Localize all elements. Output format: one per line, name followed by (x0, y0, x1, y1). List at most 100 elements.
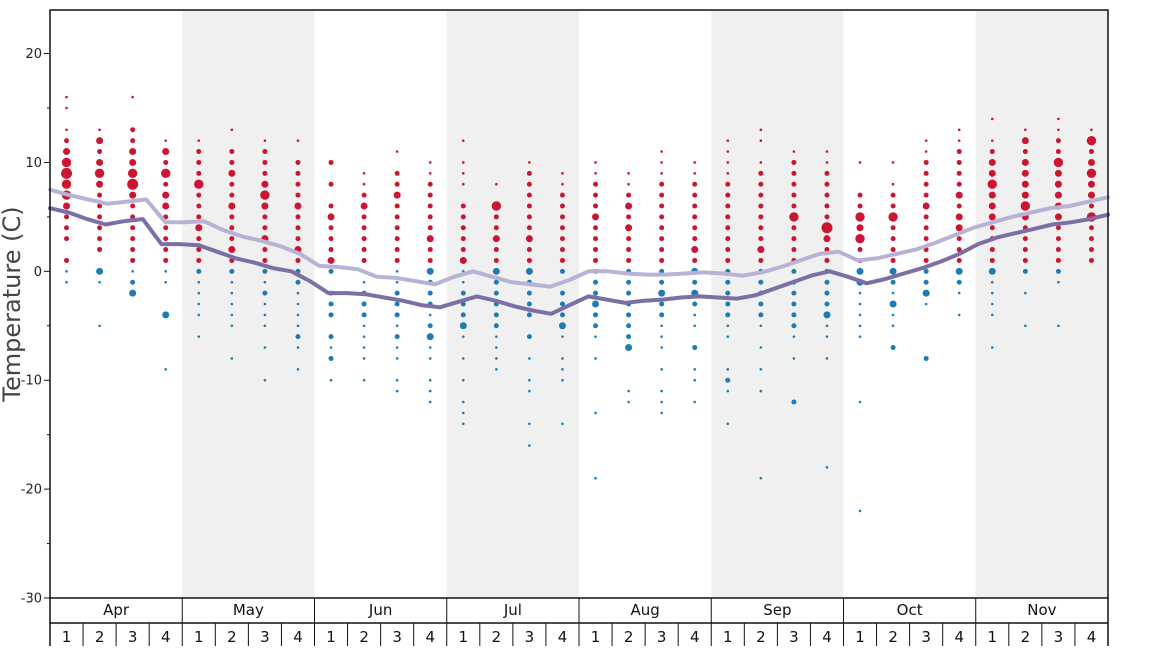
temperature-dot (659, 192, 665, 198)
temperature-dot (956, 181, 962, 187)
week-label: 3 (392, 628, 402, 646)
temperature-dot (295, 279, 301, 285)
avg-min-temperature-line (48, 206, 1110, 316)
temperature-dot (890, 236, 896, 242)
temperature-dot (692, 301, 698, 307)
temperature-dot (890, 203, 896, 209)
temperature-dot (692, 236, 698, 242)
temperature-dot (360, 202, 368, 210)
week-label: 4 (690, 628, 700, 646)
temperature-dot (660, 324, 663, 328)
temperature-dot (789, 212, 799, 222)
temperature-dot (295, 257, 301, 263)
temperature-dot (94, 168, 105, 179)
temperature-dot (625, 202, 633, 210)
temperature-dot (296, 368, 300, 371)
temperature-dot (659, 301, 665, 307)
temperature-dot (394, 214, 400, 220)
temperature-dot (989, 149, 995, 155)
temperature-dot (1022, 247, 1028, 253)
temperature-dot (229, 192, 235, 198)
temperature-dot (493, 225, 499, 231)
temperature-dot (626, 334, 632, 340)
temperature-dot (1090, 128, 1093, 132)
temperature-dot (296, 139, 300, 142)
temperature-dot (196, 203, 202, 209)
month-label: Apr (103, 601, 130, 619)
y-tick-label: -30 (21, 592, 42, 607)
temperature-dot (987, 179, 997, 189)
temperature-dot (858, 291, 862, 295)
temperature-dot (791, 290, 797, 296)
temperature-dot (361, 312, 367, 318)
temperature-dot (891, 313, 895, 317)
temperature-dot (758, 225, 764, 231)
temperature-dot (1021, 169, 1029, 177)
temperature-dot (493, 279, 499, 285)
temperature-dot (759, 368, 763, 371)
temperature-dot (660, 346, 663, 349)
temperature-dot (427, 257, 433, 263)
temperature-dot (65, 270, 68, 273)
temperature-dot (230, 357, 234, 360)
temperature-dot (394, 312, 400, 318)
y-tick-label: 10 (25, 156, 42, 171)
temperature-dot (888, 212, 898, 222)
temperature-dot (957, 313, 961, 317)
temperature-dot (492, 235, 500, 243)
temperature-dot (460, 225, 466, 231)
temperature-dot (329, 378, 333, 382)
temperature-dot (989, 247, 995, 253)
temperature-dot (262, 247, 268, 253)
temperature-dot (824, 290, 830, 296)
y-tick-label: 0 (34, 265, 42, 280)
temperature-dot (63, 202, 71, 210)
temperature-dot (626, 279, 632, 285)
temperature-dot (361, 225, 367, 231)
month-band (711, 10, 844, 598)
temperature-dot (758, 312, 764, 318)
temperature-dot (1055, 247, 1061, 253)
temperature-dot (64, 236, 70, 242)
temperature-dot (495, 182, 498, 186)
temperature-dot (393, 191, 401, 199)
temperature-dot (824, 301, 830, 307)
temperature-dot (262, 225, 268, 231)
temperature-dot (923, 355, 929, 361)
temperature-dot (328, 247, 334, 253)
week-label: 3 (525, 628, 535, 646)
temperature-dot (461, 411, 465, 415)
temperature-dot (395, 150, 399, 153)
temperature-dot (295, 159, 301, 165)
temperature-dot (460, 312, 466, 318)
temperature-dot (1088, 225, 1094, 231)
temperature-dot (394, 236, 400, 242)
temperature-dot (196, 247, 202, 253)
week-label: 3 (789, 628, 799, 646)
temperature-dot (824, 247, 830, 253)
temperature-dots (61, 95, 1097, 513)
temperature-dot (593, 236, 599, 242)
temperature-dot (427, 225, 433, 231)
week-label: 1 (988, 628, 998, 646)
temperature-dot (426, 333, 434, 341)
temperature-dot (725, 301, 731, 307)
temperature-dot (295, 181, 301, 187)
temperature-dot (791, 225, 797, 231)
temperature-dot (559, 268, 565, 274)
temperature-dot (855, 212, 865, 222)
temperature-dot (162, 202, 170, 210)
temperature-dot (693, 400, 697, 404)
temperature-dot (660, 172, 663, 175)
temperature-dot (627, 172, 630, 175)
temperature-dot (295, 225, 301, 231)
temperature-dot (96, 267, 104, 275)
temperature-dot (195, 224, 203, 232)
temperature-dot (427, 214, 433, 220)
temperature-dot (163, 181, 169, 187)
temperature-dot (1057, 280, 1060, 284)
temperature-dot (956, 203, 962, 209)
temperature-dot (792, 335, 796, 338)
temperature-dot (163, 257, 169, 263)
temperature-dot (594, 335, 597, 338)
